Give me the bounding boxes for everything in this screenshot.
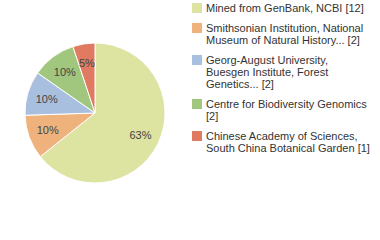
legend-item: Smithsonian Institution, NationalMuseum …: [192, 22, 363, 46]
legend-item: Georg-August University,Buesgen Institut…: [192, 54, 328, 90]
data-label: 10%: [54, 66, 76, 78]
pie: 63%10%10%10%5%: [25, 43, 165, 183]
legend-swatch: [192, 131, 202, 141]
legend-label: Georg-August University,Buesgen Institut…: [206, 54, 328, 90]
legend-swatch: [192, 99, 202, 109]
data-label: 10%: [36, 93, 58, 105]
legend-label: Smithsonian Institution, NationalMuseum …: [206, 22, 363, 46]
legend-label: Centre for Biodiversity Genomics[2]: [206, 98, 367, 122]
legend-swatch: [192, 55, 202, 65]
data-label: 63%: [129, 129, 151, 141]
pie-slice: [73, 43, 95, 113]
data-label: 5%: [79, 57, 95, 69]
legend: Mined from GenBank, NCBI [12] Smithsonian…: [192, 2, 370, 154]
legend-label: Chinese Academy of Sciences,South China …: [206, 130, 370, 154]
legend-item: Chinese Academy of Sciences,South China …: [192, 130, 370, 154]
pie-slice: [25, 113, 95, 157]
legend-swatch: [192, 23, 202, 33]
data-label: 10%: [37, 124, 59, 136]
legend-label: Mined from GenBank, NCBI [12]: [206, 2, 364, 14]
legend-swatch: [192, 3, 202, 13]
legend-item: Mined from GenBank, NCBI [12]: [192, 2, 364, 14]
chart: 63%10%10%10%5%Mined from GenBank, NCBI […: [0, 0, 380, 240]
legend-item: Centre for Biodiversity Genomics[2]: [192, 98, 367, 122]
